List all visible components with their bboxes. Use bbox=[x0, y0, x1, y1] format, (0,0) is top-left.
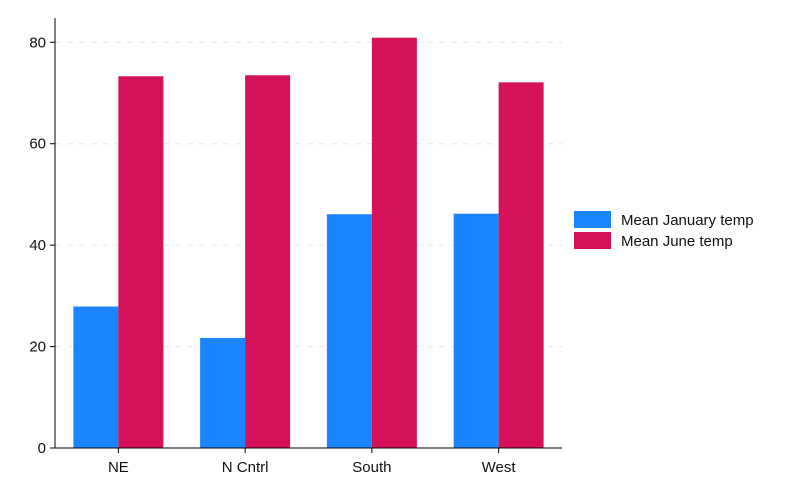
y-axis-ticks: 0 20 40 60 80 bbox=[29, 34, 55, 457]
bar-1-1 bbox=[245, 75, 291, 448]
y-tick-label: 60 bbox=[29, 136, 46, 153]
bars bbox=[73, 37, 544, 448]
x-tick-label: South bbox=[352, 459, 391, 476]
legend-swatch-0 bbox=[574, 211, 611, 228]
x-tick-label: West bbox=[482, 459, 517, 476]
bar-1-0 bbox=[118, 76, 164, 448]
x-tick-label: NE bbox=[108, 459, 129, 476]
legend-label-1: Mean June temp bbox=[621, 233, 733, 250]
bar-0-1 bbox=[200, 337, 246, 448]
bar-0-0 bbox=[73, 306, 119, 448]
x-axis-ticks: NE N Cntrl South West bbox=[108, 448, 516, 476]
bar-0-3 bbox=[453, 213, 499, 448]
y-tick-label: 40 bbox=[29, 237, 46, 254]
legend: Mean January temp Mean June temp bbox=[574, 211, 754, 250]
x-tick-label: N Cntrl bbox=[222, 459, 269, 476]
bar-0-2 bbox=[326, 214, 372, 448]
y-tick-label: 0 bbox=[38, 440, 46, 457]
y-tick-label: 20 bbox=[29, 339, 46, 356]
legend-label-0: Mean January temp bbox=[621, 212, 754, 229]
bar-1-2 bbox=[371, 37, 417, 448]
y-tick-label: 80 bbox=[29, 34, 46, 51]
bar-1-3 bbox=[498, 82, 544, 448]
legend-swatch-1 bbox=[574, 232, 611, 249]
